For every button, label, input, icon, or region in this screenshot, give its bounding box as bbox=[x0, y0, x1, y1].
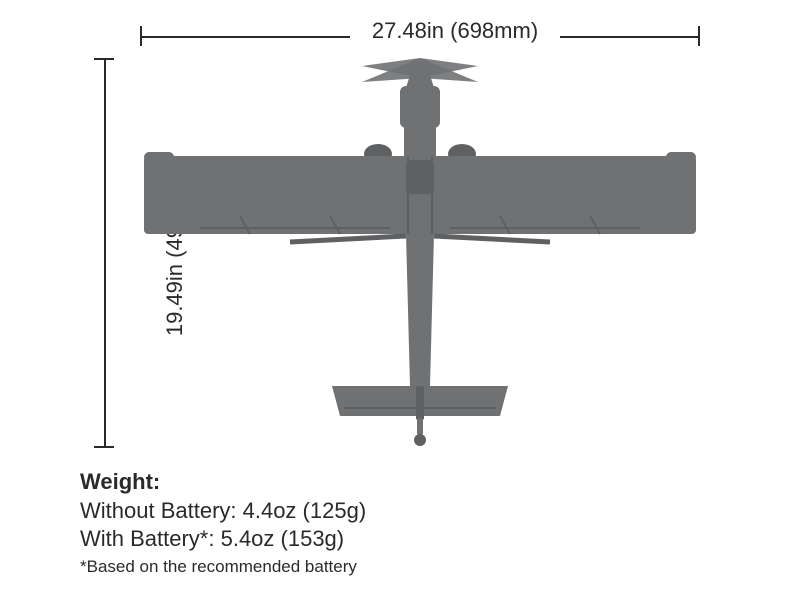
dim-line bbox=[104, 58, 106, 448]
length-dimension: 19.49in (495mm) bbox=[90, 58, 114, 448]
wingspan-label: 27.48in (698mm) bbox=[350, 18, 560, 44]
dim-cap bbox=[94, 446, 114, 448]
dim-cap bbox=[698, 26, 700, 46]
wingspan-dimension: 27.48in (698mm) bbox=[140, 22, 700, 46]
weight-without: Without Battery: 4.4oz (125g) bbox=[80, 497, 366, 526]
weight-with: With Battery*: 5.4oz (153g) bbox=[80, 525, 366, 554]
weight-header: Weight: bbox=[80, 468, 366, 497]
weight-footnote: *Based on the recommended battery bbox=[80, 556, 366, 578]
airplane-silhouette bbox=[140, 56, 700, 450]
weight-block: Weight: Without Battery: 4.4oz (125g) Wi… bbox=[80, 468, 366, 578]
airplane-svg bbox=[140, 56, 700, 450]
